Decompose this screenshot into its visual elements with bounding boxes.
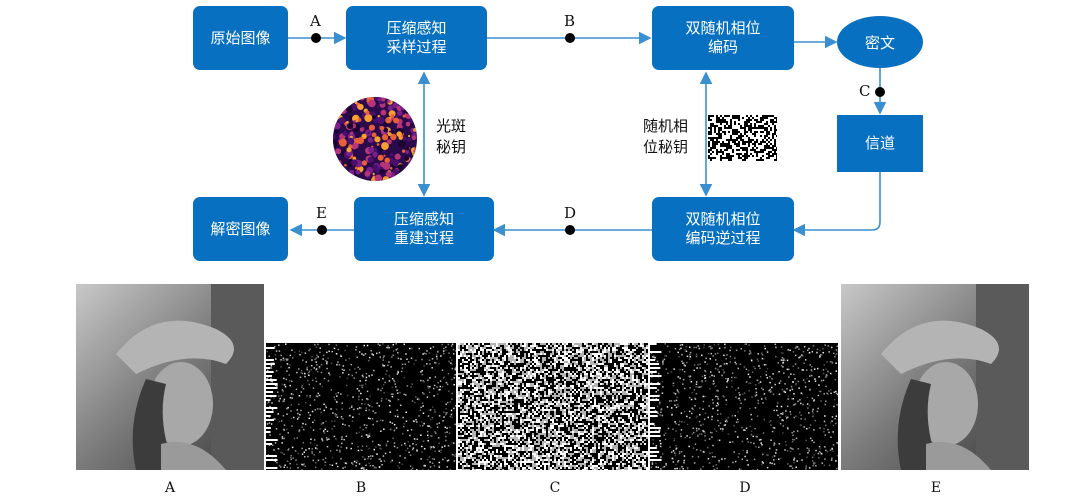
point-e-dot: [317, 225, 327, 235]
phase-key-line1: 随机相: [643, 117, 689, 135]
panel-e-decrypted-image: [841, 284, 1029, 470]
point-e-label: E: [316, 204, 327, 222]
panel-b-label: B: [355, 480, 367, 496]
node-cs-reconstruct: 压缩感知 重建过程: [354, 197, 494, 261]
node-channel: 信道: [837, 115, 923, 172]
point-a-label: A: [310, 12, 321, 30]
node-drpe-decode-line1: 双随机相位: [685, 210, 761, 228]
node-drpe-encode: 双随机相位 编码: [652, 6, 794, 70]
node-decrypted-image: 解密图像: [193, 197, 288, 261]
speckle-key-line2: 秘钥: [436, 138, 467, 156]
node-ciphertext: 密文: [837, 16, 923, 68]
point-d-dot: [565, 225, 575, 235]
panel-b-sampled-image: [266, 343, 456, 470]
arrow-channel-to-decode: [792, 172, 881, 237]
node-original-image-label: 原始图像: [210, 28, 271, 47]
point-d-label: D: [564, 204, 577, 222]
speckle-key-line1: 光斑: [436, 117, 467, 135]
node-drpe-encode-line1: 双随机相位: [685, 19, 761, 37]
node-cs-sampling: 压缩感知 采样过程: [346, 6, 487, 70]
panel-c-label: C: [549, 480, 561, 496]
node-channel-label: 信道: [864, 134, 895, 152]
point-b-dot: [565, 33, 575, 43]
panel-c-ciphertext-image: [458, 343, 648, 470]
panel-a-label: A: [164, 480, 176, 496]
point-a-dot: [311, 33, 321, 43]
node-drpe-encode-line2: 编码: [707, 38, 738, 56]
node-cs-reconstruct-line2: 重建过程: [393, 229, 454, 247]
node-ciphertext-label: 密文: [864, 33, 895, 52]
phase-key-label: 随机相 位秘钥: [643, 116, 688, 158]
node-cs-sampling-line2: 采样过程: [386, 38, 447, 56]
panel-a-original-image: [76, 284, 264, 470]
panel-e-label: E: [930, 480, 942, 496]
point-b-label: B: [564, 12, 576, 30]
panel-d-decoded-image: [650, 343, 838, 470]
node-decrypted-image-label: 解密图像: [210, 219, 271, 238]
speckle-key-label: 光斑 秘钥: [436, 116, 466, 158]
speckle-key-image: [333, 97, 417, 181]
node-cs-sampling-line1: 压缩感知: [386, 19, 447, 37]
phase-key-line2: 位秘钥: [643, 138, 689, 156]
panel-d-label: D: [739, 480, 751, 496]
node-drpe-decode-line2: 编码逆过程: [685, 229, 761, 247]
point-c-dot: [875, 87, 885, 97]
random-phase-key-image: [708, 115, 777, 161]
node-cs-reconstruct-line1: 压缩感知: [393, 210, 454, 228]
node-original-image: 原始图像: [193, 6, 288, 70]
point-c-label: C: [859, 82, 871, 100]
node-drpe-decode: 双随机相位 编码逆过程: [652, 197, 794, 261]
